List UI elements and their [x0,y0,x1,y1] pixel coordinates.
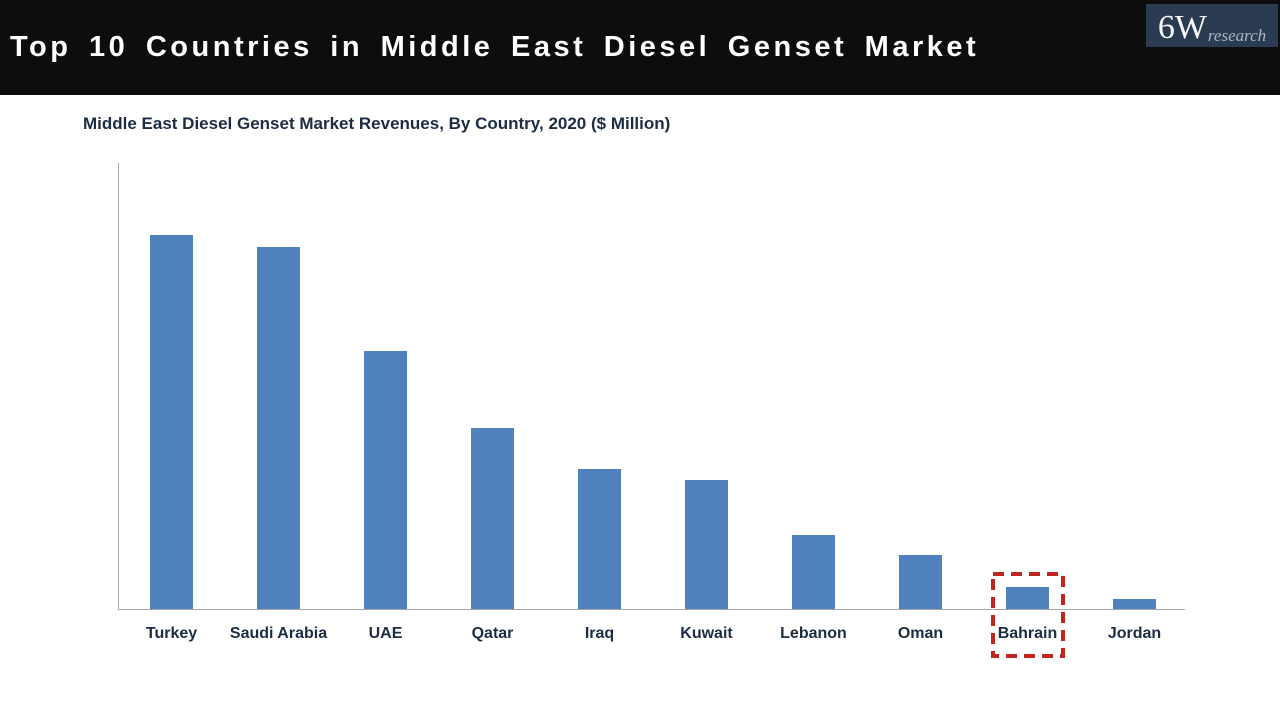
bar-qatar [471,428,514,609]
bar-kuwait [685,480,728,609]
category-label-bahrain: Bahrain [997,625,1058,642]
category-label-turkey: Turkey [145,625,198,642]
category-label-iraq: Iraq [584,625,615,642]
bar-oman [899,555,942,609]
category-label-jordan: Jordan [1107,625,1162,642]
bar-turkey [150,235,193,609]
category-label-uae: UAE [368,625,403,642]
bar-bahrain [1006,587,1049,609]
x-axis-line [118,609,1185,610]
category-label-saudi-arabia: Saudi Arabia [229,625,328,642]
category-label-qatar: Qatar [471,625,514,642]
chart-subtitle: Middle East Diesel Genset Market Revenue… [83,114,671,133]
bar-iraq [578,469,621,609]
bar-uae [364,351,407,609]
highlight-box-bahrain [990,572,1065,658]
y-axis-line [118,163,119,610]
logo-6w-text: 6W [1157,9,1207,46]
page-title: Top 10 Countries in Middle East Diesel G… [10,31,980,63]
category-label-kuwait: Kuwait [680,625,733,642]
category-label-lebanon: Lebanon [780,625,847,642]
logo: 6W research [1146,4,1278,47]
plot-area: Turkey Saudi Arabia UAE Qatar Iraq Kuwait Leba… [118,163,1185,658]
bar-lebanon [792,535,835,609]
category-label-oman: Oman [897,625,944,642]
header-bar: Top 10 Countries in Middle East Diesel G… [0,0,1280,95]
logo-research-text: research [1207,26,1267,45]
bar-jordan [1113,599,1156,609]
bar-saudi-arabia [257,247,300,609]
